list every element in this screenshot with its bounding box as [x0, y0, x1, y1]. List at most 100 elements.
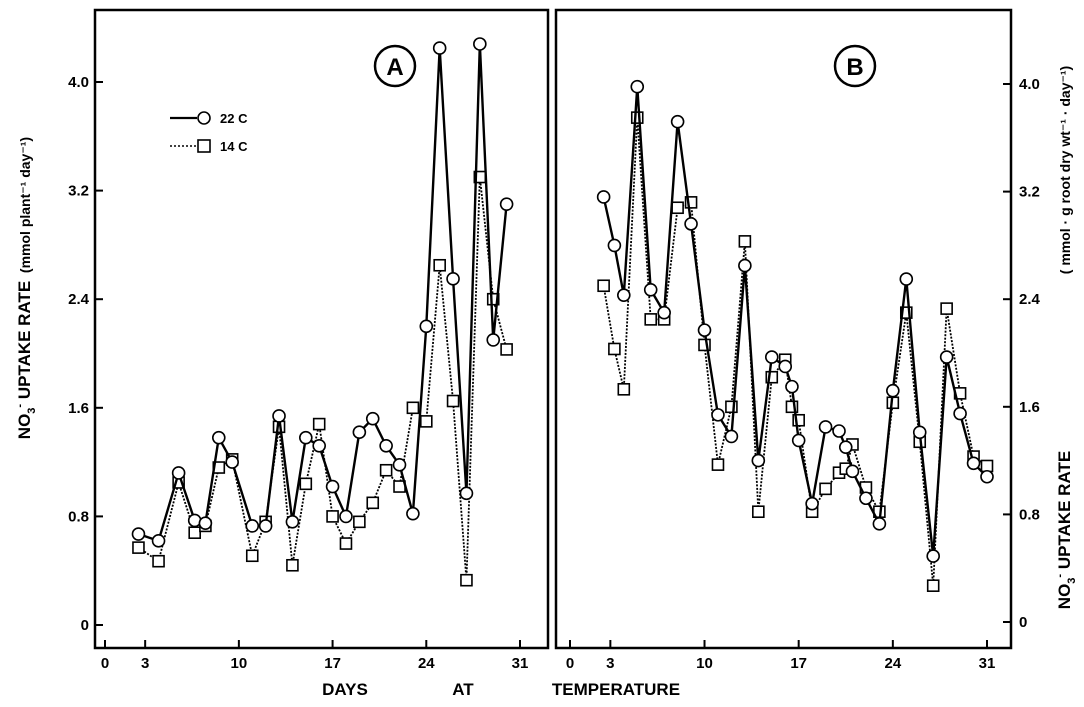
point-22c: [432, 41, 447, 55]
point-22c: [791, 433, 806, 448]
y-tick-label: 1.6: [68, 400, 89, 417]
y-tick-label: 0: [81, 617, 89, 634]
point-14c: [406, 401, 420, 415]
point-22c: [657, 305, 671, 320]
panel-a-label-circle: [373, 44, 417, 88]
panel-b-ylabel-sup: -: [1054, 574, 1066, 578]
point-14c: [926, 579, 940, 592]
point-22c: [845, 464, 860, 479]
point-14c: [326, 510, 339, 523]
panel-a-series: [131, 37, 514, 587]
point-14c: [785, 400, 799, 414]
y-tick-label: 3.2: [1019, 184, 1040, 201]
point-14c: [312, 417, 326, 431]
point-14c: [446, 394, 460, 408]
panel-b-series: [596, 79, 994, 592]
series-14c-line: [137, 176, 508, 582]
x-tick-label: 10: [696, 655, 713, 672]
point-14c: [684, 196, 698, 209]
point-22c: [596, 190, 611, 204]
point-14c: [433, 258, 446, 272]
point-14c: [379, 463, 393, 477]
panel-a-ticks: [95, 81, 521, 648]
point-14c: [765, 370, 779, 384]
x-tick-label: 24: [884, 655, 901, 672]
point-22c: [711, 408, 725, 422]
point-22c: [499, 197, 514, 211]
y-tick-label: 4.0: [68, 74, 89, 91]
point-22c: [953, 406, 967, 421]
point-22c: [912, 425, 927, 440]
point-14c: [500, 343, 513, 356]
x-tick-label: 24: [418, 655, 435, 672]
point-14c: [286, 558, 299, 572]
point-14c: [486, 292, 500, 306]
x-tick-label: 3: [141, 655, 149, 672]
point-22c: [486, 333, 501, 347]
point-14c: [152, 554, 165, 568]
x-tick-label: 17: [324, 655, 341, 672]
point-22c: [872, 517, 887, 531]
x-tick-label: 31: [512, 655, 529, 672]
svg-text:NO3- UPTAKE RATE: NO3- UPTAKE RATE: [1054, 451, 1078, 609]
point-22c: [785, 379, 799, 394]
panel-b-ylabel: NO3- UPTAKE RATE: [1054, 451, 1078, 609]
point-22c: [459, 486, 474, 501]
legend-22c-marker: [197, 111, 211, 125]
y-tick-label: 3.2: [68, 183, 89, 200]
panel-b-ticks: [569, 83, 1011, 648]
point-14c: [339, 537, 353, 550]
point-22c: [778, 359, 793, 374]
point-22c: [764, 350, 779, 364]
panel-b-ylabel-main: UPTAKE RATE: [1055, 451, 1074, 574]
panel-a-ylabel-sub: 3: [26, 408, 38, 414]
point-22c: [859, 491, 873, 506]
point-22c: [352, 425, 367, 440]
y-tick-label: 2.4: [68, 291, 90, 308]
panel-b-yunits: ( mmol · g root dry wt⁻¹ · day⁻¹): [1057, 66, 1073, 274]
panel-a-ylabel-prefix: NO: [15, 414, 34, 440]
point-22c: [245, 519, 260, 533]
point-22c: [272, 409, 286, 423]
point-14c: [792, 413, 805, 427]
point-22c: [818, 420, 833, 434]
point-22c: [131, 527, 146, 541]
point-14c: [132, 541, 145, 554]
xlabel-at: AT: [452, 680, 474, 699]
point-22c: [697, 323, 712, 337]
y-tick-label: 0.8: [1019, 506, 1040, 523]
point-22c: [171, 466, 186, 480]
point-22c: [339, 509, 353, 524]
panel-b-letter: B: [846, 54, 863, 81]
point-14c: [698, 338, 711, 352]
panel-a-frame: [93, 8, 550, 650]
point-14c: [353, 515, 366, 529]
y-tick-label: 0: [1019, 614, 1027, 631]
point-14c: [899, 306, 913, 319]
point-22c: [630, 79, 645, 94]
point-22c: [684, 217, 698, 231]
point-14c: [245, 549, 259, 563]
point-22c: [446, 272, 460, 286]
point-22c: [899, 272, 914, 286]
y-tick-label: 4.0: [1019, 76, 1040, 93]
point-22c: [805, 496, 819, 511]
panel-a-label: A: [373, 44, 417, 88]
point-22c: [980, 469, 994, 484]
legend: 22 C 14 C: [170, 111, 248, 154]
point-14c: [608, 342, 621, 356]
point-22c: [299, 430, 313, 445]
point-14c: [940, 302, 953, 315]
panel-a-ylabel-units: (mmol plant⁻¹ day⁻¹): [17, 137, 33, 273]
x-tick-label: 31: [979, 655, 996, 672]
point-22c: [392, 458, 407, 472]
x-tick-label: 0: [101, 655, 109, 672]
point-22c: [670, 114, 685, 129]
legend-14c-label: 14 C: [220, 139, 248, 154]
series-22c-line: [602, 85, 988, 558]
legend-22c-label: 22 C: [220, 111, 248, 126]
